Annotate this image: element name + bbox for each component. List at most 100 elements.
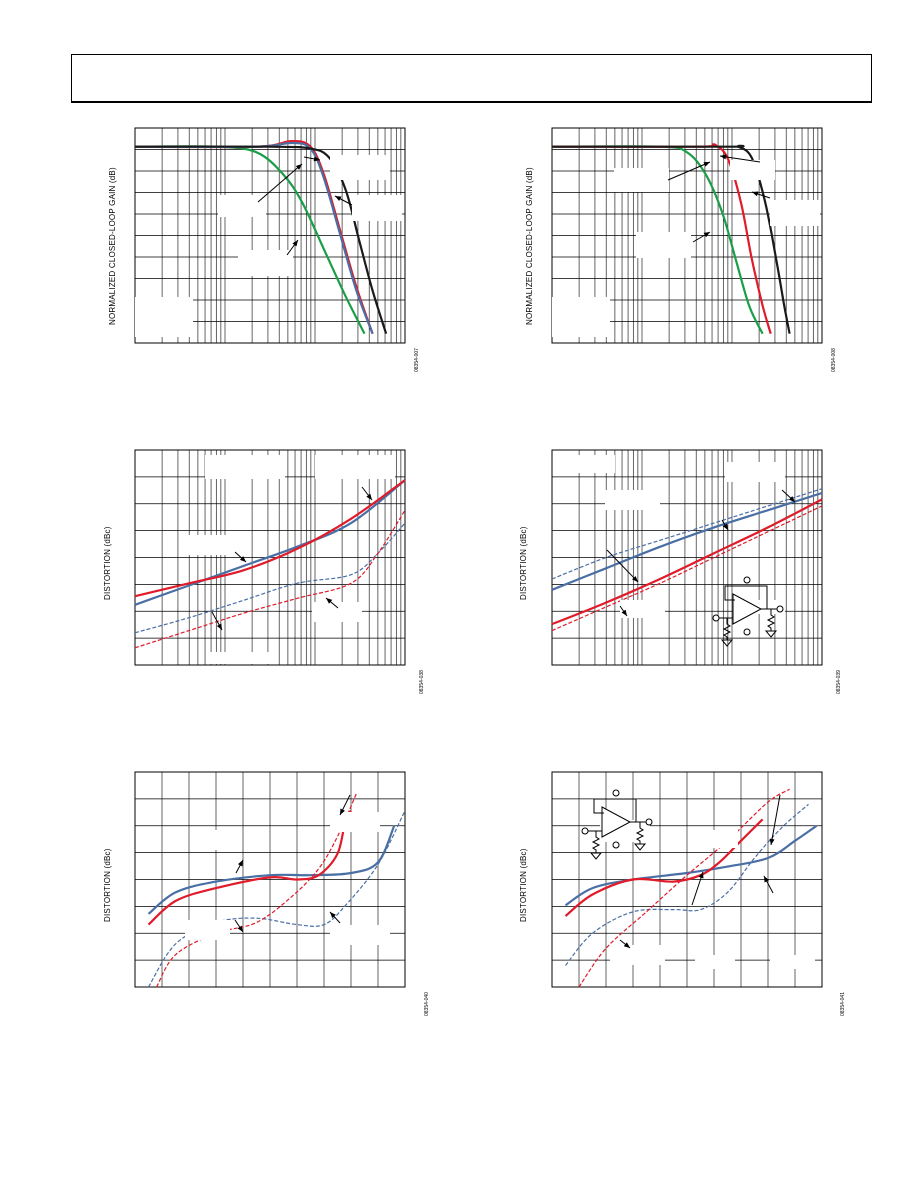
- annotation-arrow: [691, 871, 704, 906]
- annotation-arrow: [751, 191, 771, 199]
- chart5-series-3: [147, 810, 406, 988]
- chart2-frame: [551, 127, 823, 344]
- label-patch: [725, 462, 785, 482]
- label-patch: [555, 455, 615, 473]
- annotation-arrow: [339, 794, 351, 816]
- annotation-patches: [135, 155, 820, 969]
- supply-terminal: [743, 628, 751, 636]
- chart3-series-4: [134, 509, 406, 649]
- chart4-series-4: [551, 505, 823, 632]
- feedback-wire: [724, 585, 768, 609]
- annotation-arrow: [781, 489, 796, 503]
- label-patch: [238, 250, 293, 276]
- chart3-series-1: [134, 479, 406, 606]
- arrow-shaft: [257, 163, 303, 203]
- output-terminal: [776, 605, 784, 613]
- chart5-series-1: [147, 825, 396, 915]
- chart6-series-group: [564, 788, 818, 988]
- arrow-head: [326, 598, 333, 604]
- opamp-triangle: [732, 593, 763, 625]
- arrow-head: [722, 523, 728, 530]
- label-patch: [636, 232, 691, 258]
- chart3-series-2: [134, 479, 406, 598]
- arrow-head: [698, 872, 704, 879]
- arrow-head: [216, 623, 222, 630]
- arrow-shaft: [606, 549, 639, 583]
- arrow-head: [313, 156, 320, 162]
- chart3-series-group: [134, 479, 406, 649]
- chart3-frame: [134, 449, 406, 666]
- label-patch: [770, 955, 815, 969]
- annotation-arrow: [334, 195, 353, 206]
- annotation-arrow: [303, 156, 321, 162]
- ground-symbol: [589, 852, 603, 860]
- ground-symbol: [764, 630, 778, 638]
- chart6-series-3: [565, 803, 809, 966]
- annotation-arrow: [361, 486, 373, 501]
- label-patch: [352, 195, 402, 221]
- supply-terminal: [612, 841, 620, 849]
- annotation-arrow: [211, 611, 223, 631]
- chart6-series-2: [564, 818, 764, 917]
- arrow-head: [237, 860, 243, 867]
- arrow-head: [330, 912, 336, 919]
- arrow-head: [632, 575, 638, 582]
- annotation-arrow: [721, 519, 729, 531]
- supply-terminal: [743, 576, 751, 584]
- label-patch: [614, 168, 669, 192]
- label-patch: [610, 945, 665, 965]
- chart4-series-1: [551, 491, 823, 591]
- annotation-arrow: [619, 605, 628, 617]
- label-patch: [218, 195, 266, 217]
- label-patch: [770, 200, 820, 226]
- arrow-head: [703, 232, 710, 238]
- label-patch: [330, 812, 380, 832]
- arrow-head: [366, 493, 372, 500]
- label-patch: [190, 830, 240, 850]
- chart6-frame: [551, 771, 823, 988]
- label-patch: [552, 297, 610, 337]
- label-patch: [135, 297, 193, 337]
- label-patch: [185, 920, 230, 940]
- input-terminal: [581, 827, 589, 835]
- opamp-triangle: [601, 806, 632, 838]
- annotation-arrow: [619, 939, 631, 949]
- arrow-head: [788, 496, 795, 502]
- arrow-head: [340, 808, 345, 815]
- annotation-arrow: [769, 794, 781, 846]
- label-patch: [205, 455, 285, 479]
- load-resistor: [635, 822, 645, 844]
- arrow-head: [764, 876, 770, 883]
- arrow-head: [292, 240, 298, 247]
- supply-terminal: [612, 789, 620, 797]
- ground-symbol: [720, 639, 734, 647]
- opamp-schematic-chart4: [712, 576, 784, 647]
- annotation-arrow: [719, 154, 761, 163]
- resistor: [591, 831, 601, 853]
- chart3-series-3: [134, 522, 406, 634]
- label-patch: [210, 652, 270, 664]
- arrow-head: [623, 942, 630, 948]
- page-header-box: [71, 54, 872, 103]
- chart1-frame: [134, 127, 406, 344]
- arrow-shaft: [770, 794, 781, 846]
- chart5-frame: [134, 771, 406, 988]
- input-terminal: [712, 614, 720, 622]
- annotation-arrow: [286, 239, 299, 256]
- chart4-grid: [551, 449, 823, 666]
- chart4-series-2: [551, 498, 823, 626]
- arrow-head: [769, 838, 775, 845]
- ground-symbol: [633, 843, 647, 851]
- arrow-head: [239, 556, 246, 562]
- arrow-shaft: [667, 161, 711, 181]
- arrow-head: [621, 609, 627, 616]
- arrow-head: [752, 191, 759, 197]
- annotation-arrow: [257, 163, 303, 203]
- annotation-arrow: [329, 911, 341, 924]
- feedback-wire: [593, 798, 637, 822]
- label-patch: [312, 602, 362, 622]
- label-patch: [695, 955, 735, 969]
- annotation-arrow: [692, 231, 711, 243]
- annotation-arrow: [234, 551, 247, 563]
